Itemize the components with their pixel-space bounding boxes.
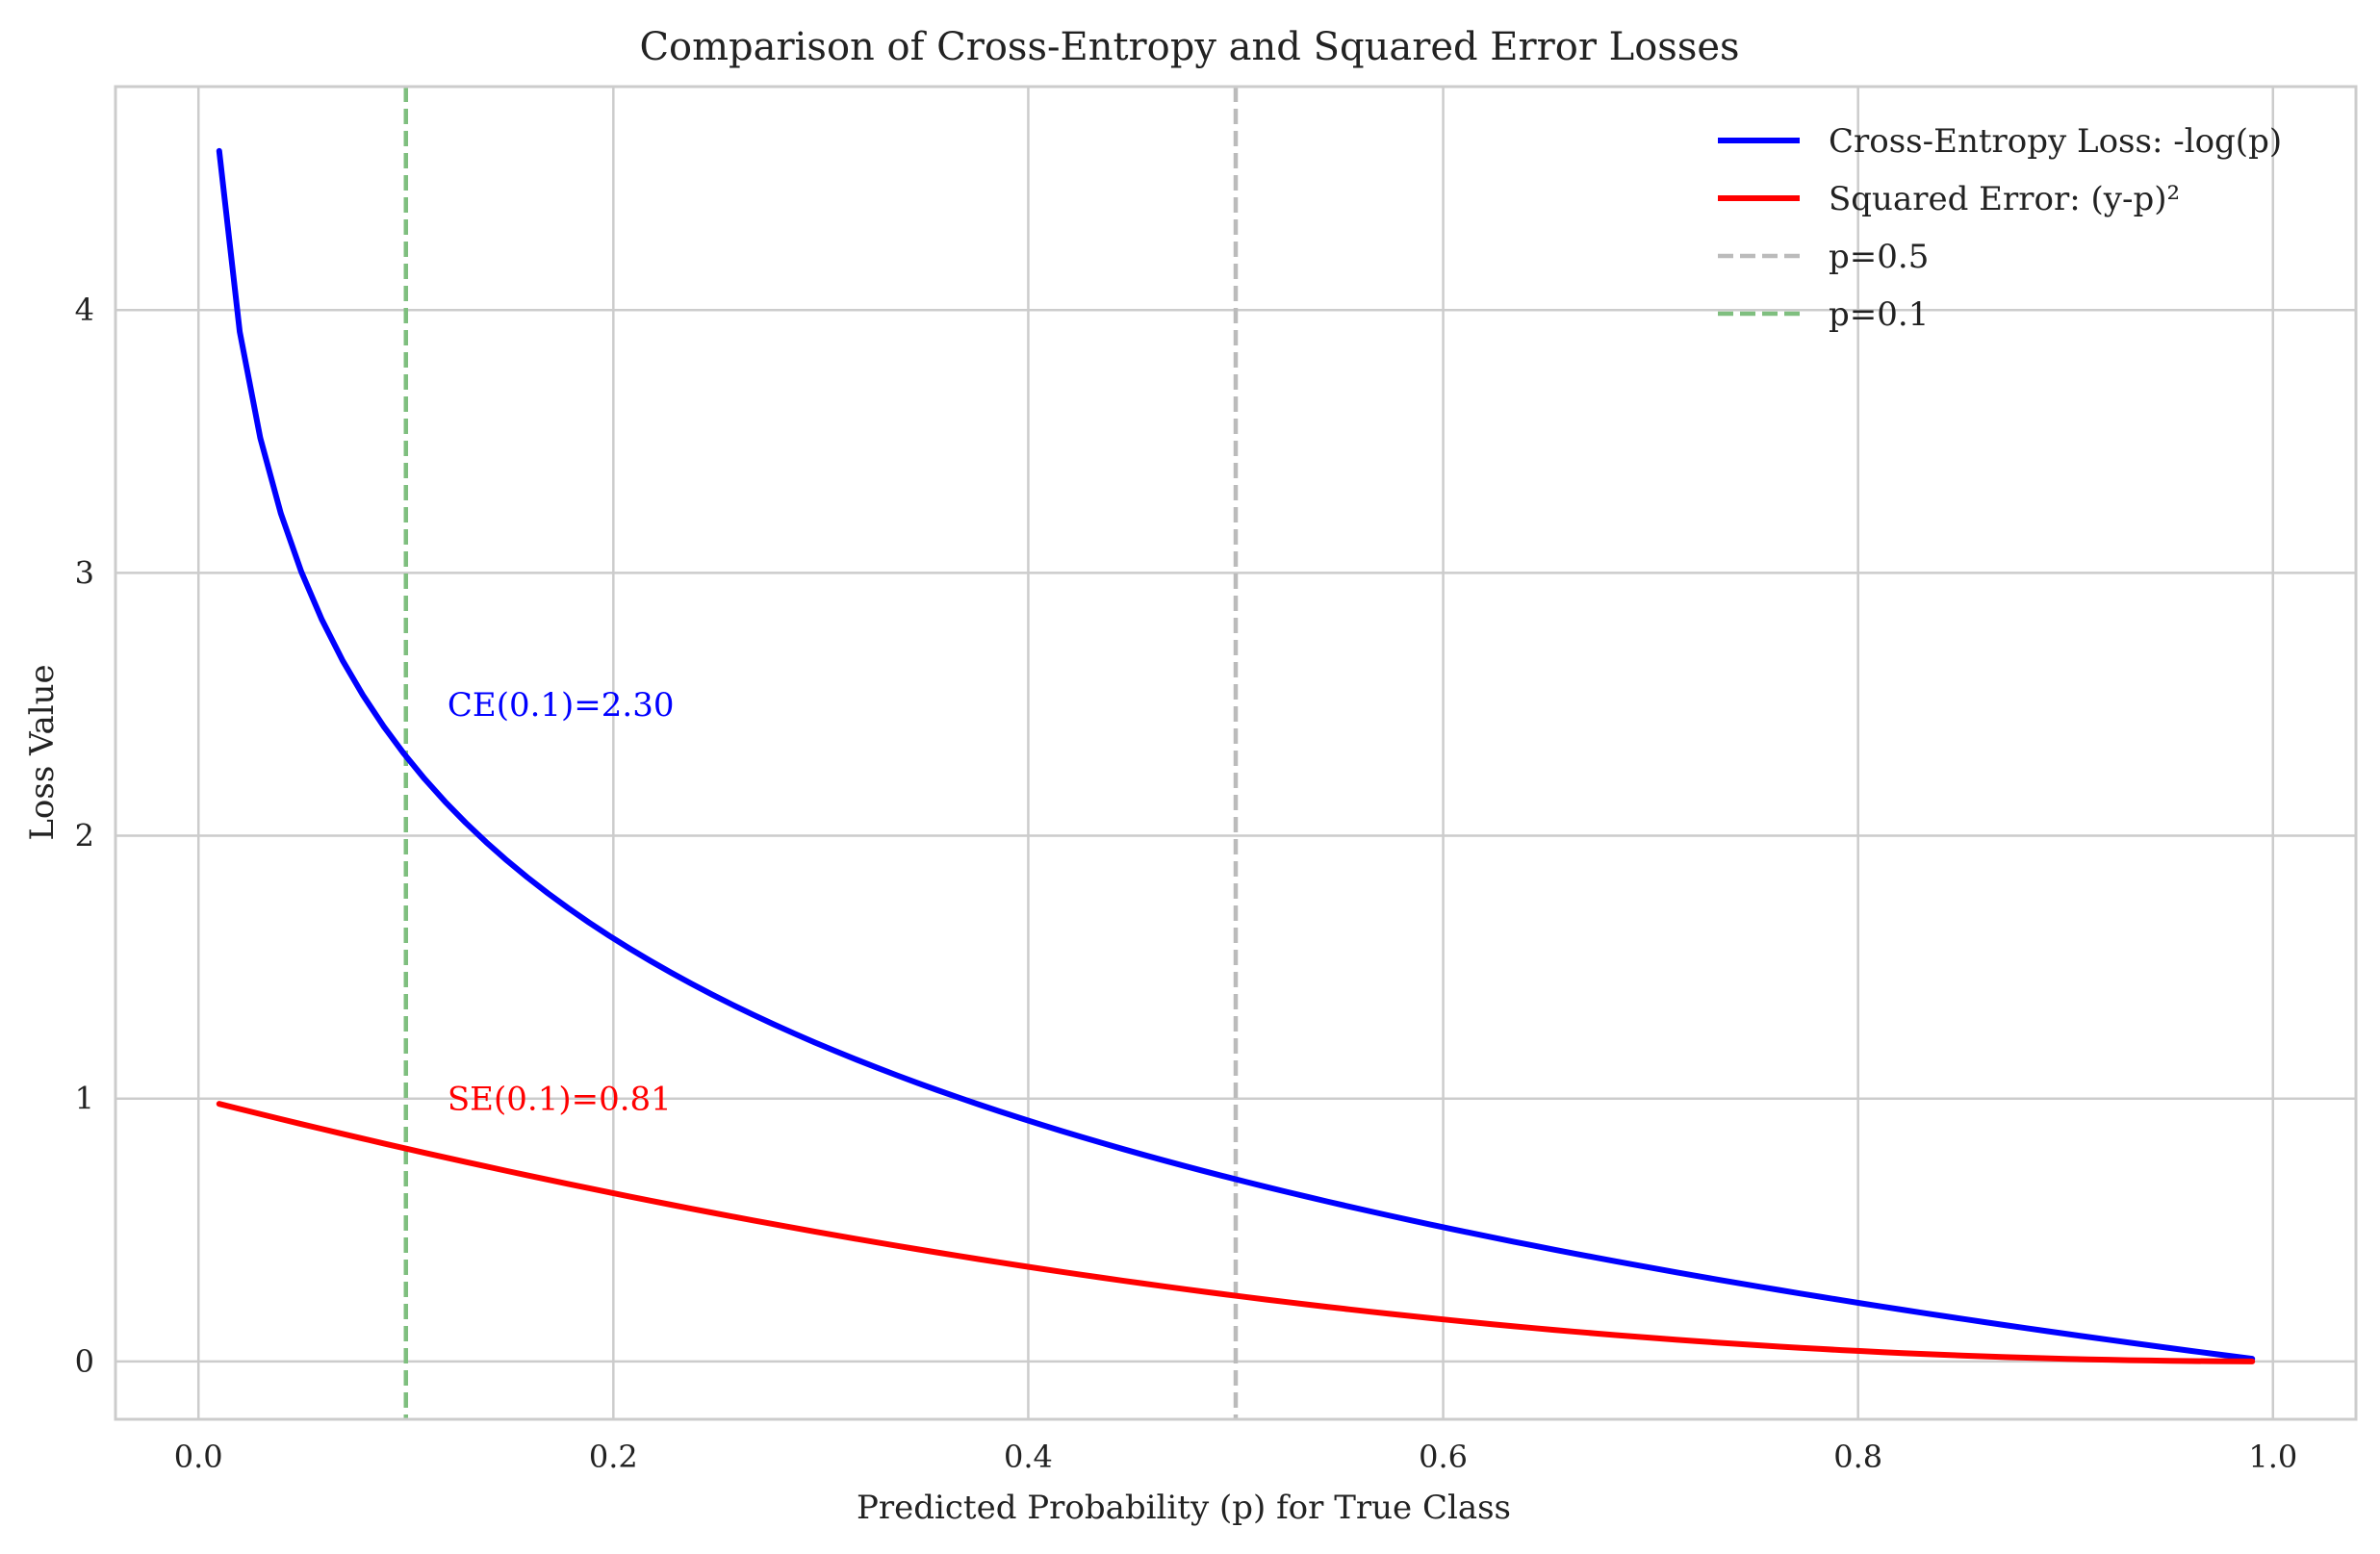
annotation: CE(0.1)=2.30 — [448, 686, 675, 725]
y-tick-label: 1 — [75, 1081, 94, 1117]
x-tick-label: 0.6 — [1419, 1439, 1468, 1475]
annotations: CE(0.1)=2.30 SE(0.1)=0.81 — [448, 686, 675, 1119]
legend-label: Cross-Entropy Loss: -log(p) — [1829, 122, 2282, 161]
y-tick-label: 4 — [75, 292, 94, 328]
reference-lines — [403, 87, 1239, 1419]
legend-label: p=0.1 — [1829, 295, 1929, 334]
gridlines — [115, 87, 2356, 1419]
series-line-1 — [216, 1101, 2256, 1364]
axis-ticks: 0.0 0.2 0.4 0.6 0.8 1.0 0 1 2 3 4 — [75, 292, 2298, 1475]
y-tick-label: 2 — [75, 818, 94, 854]
x-tick-label: 0.0 — [174, 1439, 223, 1475]
x-tick-label: 1.0 — [2248, 1439, 2297, 1475]
y-axis-label: Loss Value — [23, 664, 62, 840]
legend: Cross-Entropy Loss: -log(p) Squared Error… — [1718, 122, 2282, 334]
legend-label: p=0.5 — [1829, 238, 1929, 276]
y-tick-label: 0 — [75, 1343, 94, 1380]
annotation: SE(0.1)=0.81 — [448, 1081, 672, 1119]
legend-label: Squared Error: (y-p)² — [1829, 180, 2180, 218]
chart-title: Comparison of Cross-Entropy and Squared … — [639, 25, 1739, 69]
x-tick-label: 0.4 — [1004, 1439, 1053, 1475]
x-axis-label: Predicted Probability (p) for True Class — [857, 1489, 1511, 1527]
plot-frame — [114, 85, 2358, 1421]
y-tick-label: 3 — [75, 554, 94, 591]
x-tick-label: 0.8 — [1833, 1439, 1882, 1475]
x-tick-label: 0.2 — [589, 1439, 638, 1475]
series-line-0 — [216, 147, 2256, 1363]
series-layer — [216, 147, 2256, 1364]
